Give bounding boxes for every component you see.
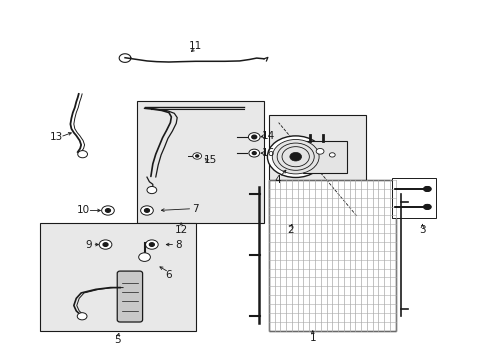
- Bar: [303, 140, 346, 173]
- Circle shape: [424, 204, 430, 210]
- Circle shape: [145, 240, 158, 249]
- Text: 10: 10: [77, 206, 90, 216]
- Circle shape: [329, 153, 334, 157]
- Circle shape: [103, 243, 108, 246]
- Bar: [391, 178, 435, 218]
- Circle shape: [141, 206, 153, 215]
- Circle shape: [102, 206, 114, 215]
- Circle shape: [195, 155, 198, 157]
- Text: 15: 15: [203, 155, 217, 165]
- Circle shape: [289, 152, 301, 161]
- Circle shape: [77, 313, 87, 320]
- Circle shape: [99, 240, 112, 249]
- Circle shape: [144, 209, 149, 212]
- Text: 1: 1: [309, 333, 315, 343]
- Text: 6: 6: [165, 270, 172, 280]
- Text: 2: 2: [287, 225, 294, 235]
- Circle shape: [277, 143, 314, 170]
- Circle shape: [105, 209, 110, 212]
- Circle shape: [423, 186, 429, 192]
- Text: 9: 9: [85, 239, 92, 249]
- Circle shape: [149, 243, 154, 246]
- Circle shape: [424, 186, 430, 192]
- Text: 5: 5: [114, 334, 121, 345]
- Text: 4: 4: [274, 175, 281, 185]
- Text: 3: 3: [418, 225, 425, 235]
- Circle shape: [251, 135, 256, 139]
- Circle shape: [139, 253, 150, 261]
- Bar: [137, 101, 264, 223]
- Bar: [268, 180, 395, 330]
- Text: 16: 16: [262, 148, 275, 158]
- Text: 12: 12: [174, 225, 187, 235]
- Circle shape: [252, 152, 256, 154]
- Circle shape: [78, 150, 87, 158]
- Bar: [268, 116, 366, 223]
- Text: 8: 8: [175, 239, 182, 249]
- FancyBboxPatch shape: [117, 271, 142, 322]
- Circle shape: [282, 147, 309, 167]
- Circle shape: [316, 148, 324, 154]
- Circle shape: [147, 186, 157, 194]
- Text: 13: 13: [50, 132, 63, 142]
- Text: 7: 7: [192, 204, 199, 214]
- Circle shape: [248, 133, 260, 141]
- Circle shape: [248, 149, 259, 157]
- Text: 14: 14: [262, 131, 275, 141]
- Circle shape: [267, 136, 324, 177]
- Circle shape: [272, 139, 319, 174]
- Circle shape: [192, 153, 201, 159]
- Circle shape: [423, 204, 429, 210]
- Text: 11: 11: [189, 41, 202, 50]
- Bar: [40, 223, 195, 330]
